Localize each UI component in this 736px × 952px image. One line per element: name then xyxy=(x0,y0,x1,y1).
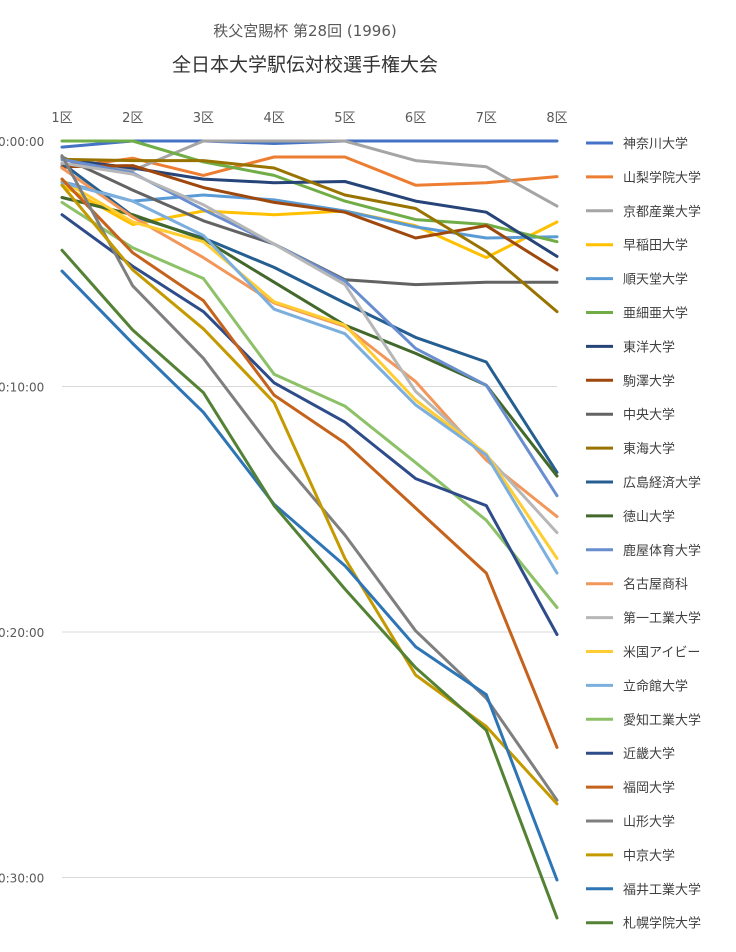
legend-label-11: 徳山大学 xyxy=(623,509,675,525)
legend-label-4: 順天堂大学 xyxy=(623,272,688,288)
legend-label-9: 東海大学 xyxy=(623,441,675,457)
legend-label-13: 名古屋商科 xyxy=(623,577,688,593)
legend-label-17: 愛知工業大学 xyxy=(623,712,701,728)
legend-label-12: 鹿屋体育大学 xyxy=(623,543,701,559)
legend-label-0: 神奈川大学 xyxy=(623,136,688,152)
series-line-13 xyxy=(60,166,559,519)
legend-label-5: 亜細亜大学 xyxy=(623,306,688,322)
legend-label-2: 京都産業大学 xyxy=(623,204,701,220)
series-line-2 xyxy=(60,139,559,208)
legend-label-6: 東洋大学 xyxy=(623,339,675,355)
legend-label-16: 立命館大学 xyxy=(623,678,688,694)
legend-label-23: 札幌学院大学 xyxy=(623,916,701,932)
series-line-23 xyxy=(60,248,559,920)
legend-label-10: 広島経済大学 xyxy=(623,475,701,491)
series-line-12 xyxy=(60,157,559,498)
x-tick-label-7: 8区 xyxy=(546,111,567,126)
y-tick-label-3: 0:30:00 xyxy=(0,872,44,886)
series-line-22 xyxy=(60,269,559,882)
y-tick-label-1: 0:10:00 xyxy=(0,381,44,395)
legend-label-7: 駒澤大学 xyxy=(623,373,675,389)
legend-label-18: 近畿大学 xyxy=(623,746,675,762)
chart-subtitle: 秩父宮賜杯 第28回 (1996) xyxy=(213,22,397,40)
legend-label-22: 福井工業大学 xyxy=(623,882,701,898)
series-line-18 xyxy=(60,213,559,636)
legend-label-8: 中央大学 xyxy=(623,407,675,423)
series-line-4 xyxy=(60,180,559,240)
legend-label-3: 早稲田大学 xyxy=(623,238,688,254)
legend-label-21: 中京大学 xyxy=(623,848,675,864)
x-tick-label-3: 4区 xyxy=(264,111,285,126)
x-tick-label-6: 7区 xyxy=(476,111,497,126)
series-line-11 xyxy=(60,196,559,478)
legend-label-20: 山形大学 xyxy=(623,814,675,830)
x-tick-label-1: 2区 xyxy=(122,111,143,126)
y-tick-label-0: 0:00:00 xyxy=(0,135,44,149)
series-line-16 xyxy=(60,181,559,575)
y-tick-label-2: 0:20:00 xyxy=(0,626,44,640)
series-line-17 xyxy=(60,200,559,609)
series-line-5 xyxy=(60,139,559,244)
legend-label-15: 米国アイビー xyxy=(623,646,700,661)
series-line-10 xyxy=(60,161,559,474)
x-tick-label-0: 1区 xyxy=(51,111,72,126)
series-line-3 xyxy=(60,183,559,260)
legend-label-19: 福岡大学 xyxy=(623,780,675,796)
chart-title: 全日本大学駅伝対校選手権大会 xyxy=(171,54,438,76)
series-line-19 xyxy=(60,177,559,749)
series-line-9 xyxy=(60,157,559,314)
x-tick-label-5: 6区 xyxy=(405,111,426,126)
legend-label-1: 山梨学院大学 xyxy=(623,170,701,186)
x-tick-label-2: 3区 xyxy=(193,111,214,126)
x-tick-label-4: 5区 xyxy=(334,111,355,126)
series-line-7 xyxy=(60,164,559,272)
legend-label-14: 第一工業大学 xyxy=(623,611,701,627)
